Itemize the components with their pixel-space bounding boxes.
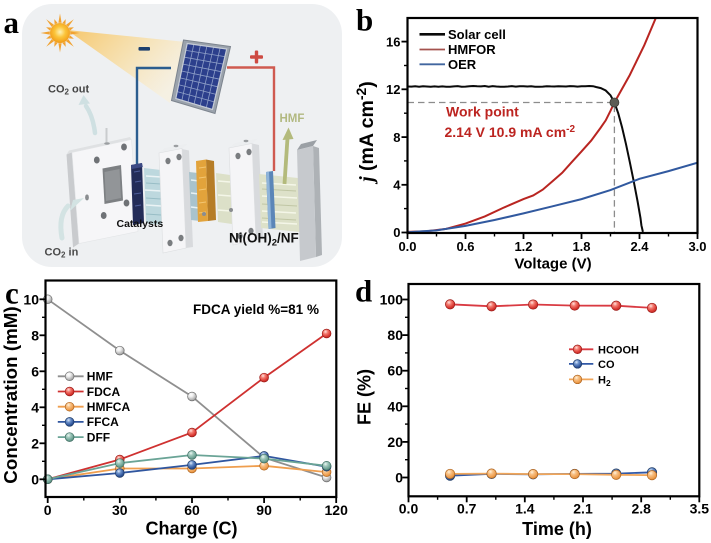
svg-text:FDCA yield %=81 %: FDCA yield %=81 %	[193, 302, 319, 317]
svg-text:FDCA: FDCA	[87, 385, 121, 399]
svg-text:0: 0	[31, 471, 39, 487]
svg-text:0: 0	[393, 225, 400, 240]
svg-text:3.5: 3.5	[690, 501, 710, 517]
svg-text:Work point: Work point	[446, 104, 519, 120]
svg-text:0.7: 0.7	[457, 501, 477, 517]
svg-text:2.14 V 10.9 mA cm-2: 2.14 V 10.9 mA cm-2	[445, 124, 576, 140]
svg-text:0: 0	[395, 470, 403, 486]
svg-text:HCOOH: HCOOH	[598, 345, 639, 357]
svg-text:4: 4	[393, 178, 401, 193]
svg-text:30: 30	[112, 502, 128, 518]
svg-text:6: 6	[31, 363, 39, 379]
svg-text:1.8: 1.8	[572, 239, 590, 254]
svg-text:0.0: 0.0	[399, 501, 419, 517]
svg-text:Charge (C): Charge (C)	[145, 519, 237, 539]
svg-text:60: 60	[387, 363, 403, 379]
svg-text:1.4: 1.4	[515, 501, 535, 517]
svg-text:OER: OER	[448, 57, 477, 72]
svg-text:60: 60	[184, 502, 200, 518]
svg-text:Ni(OH)2/NF: Ni(OH)2/NF	[229, 231, 299, 249]
svg-text:HMFOR: HMFOR	[448, 42, 496, 57]
svg-text:40: 40	[387, 398, 403, 414]
svg-text:0.0: 0.0	[398, 239, 416, 254]
svg-text:8: 8	[31, 327, 39, 343]
svg-text:CO: CO	[598, 359, 615, 371]
svg-text:10: 10	[23, 291, 39, 307]
svg-text:a: a	[4, 5, 20, 40]
svg-text:Voltage (V): Voltage (V)	[514, 256, 591, 273]
svg-text:2.4: 2.4	[630, 239, 649, 254]
svg-text:1.2: 1.2	[514, 239, 532, 254]
svg-text:80: 80	[387, 327, 403, 343]
svg-text:H2: H2	[598, 375, 611, 388]
svg-text:FFCA: FFCA	[87, 415, 119, 429]
svg-text:2: 2	[31, 435, 39, 451]
svg-text:b: b	[356, 3, 373, 38]
svg-text:16: 16	[386, 34, 400, 49]
svg-text:DFF: DFF	[87, 430, 110, 444]
svg-text:Solar cell: Solar cell	[448, 27, 506, 42]
svg-text:HMF: HMF	[280, 113, 305, 125]
svg-text:2.1: 2.1	[573, 501, 593, 517]
svg-text:Concentration (mM): Concentration (mM)	[0, 306, 21, 483]
svg-text:FE (%): FE (%)	[355, 369, 375, 425]
svg-text:Time (h): Time (h)	[522, 519, 592, 539]
svg-text:0.6: 0.6	[456, 239, 474, 254]
svg-text:12: 12	[386, 82, 400, 97]
svg-text:2.8: 2.8	[631, 501, 651, 517]
svg-text:0: 0	[44, 502, 52, 518]
svg-text:100: 100	[380, 292, 404, 308]
svg-text:Catalysts: Catalysts	[117, 218, 164, 230]
svg-text:4: 4	[31, 399, 39, 415]
svg-text:8: 8	[393, 130, 400, 145]
svg-text:c: c	[5, 276, 19, 311]
svg-text:CO2 in: CO2 in	[45, 247, 79, 260]
svg-text:HMF: HMF	[87, 370, 113, 384]
svg-text:90: 90	[256, 502, 272, 518]
svg-text:d: d	[355, 274, 372, 309]
svg-text:CO2 out: CO2 out	[48, 84, 89, 97]
svg-text:HMFCA: HMFCA	[87, 400, 131, 414]
svg-text:120: 120	[325, 502, 349, 518]
svg-text:20: 20	[387, 434, 403, 450]
svg-text:3.0: 3.0	[688, 239, 706, 254]
